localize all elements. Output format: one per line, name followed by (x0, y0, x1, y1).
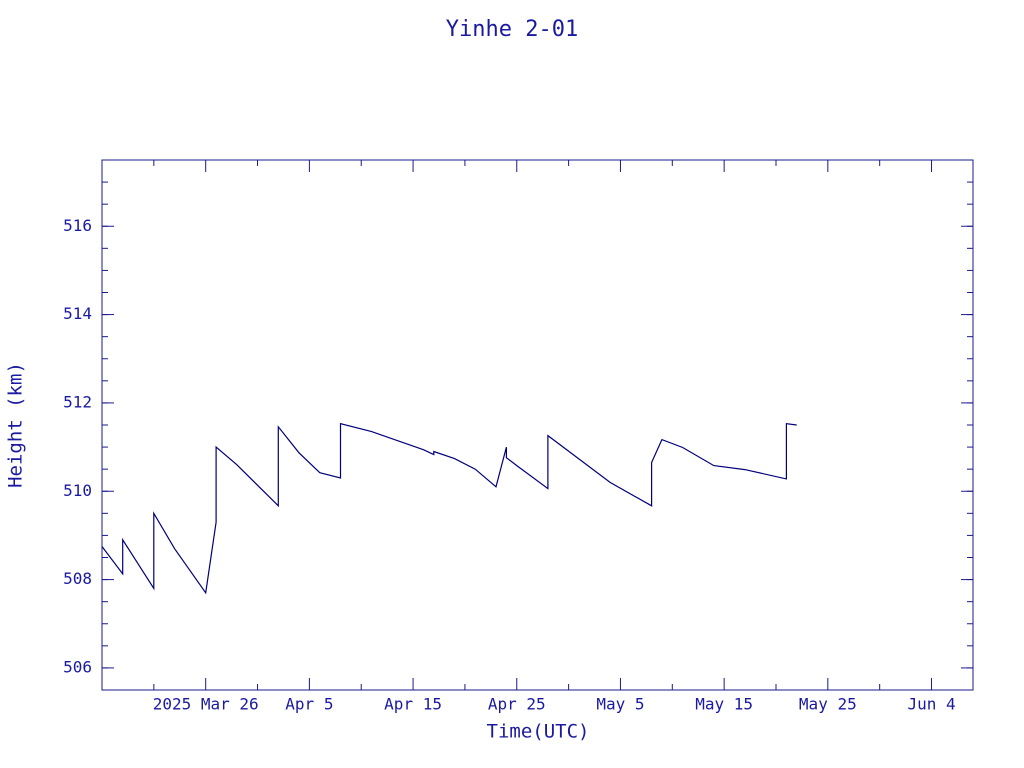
y-tick-label: 506 (63, 657, 92, 676)
data-line (101, 422, 797, 595)
y-tick-label: 514 (63, 304, 92, 323)
x-tick-label: Apr 5 (285, 695, 333, 714)
x-tick-label: May 5 (596, 695, 644, 714)
y-tick-label: 516 (63, 216, 92, 235)
x-tick-label: May 25 (799, 695, 857, 714)
x-tick-label: Apr 25 (488, 695, 546, 714)
y-tick-label: 512 (63, 392, 92, 411)
x-tick-label: May 15 (695, 695, 753, 714)
x-tick-label: Jun 4 (907, 695, 955, 714)
x-tick-label: 2025 Mar 26 (153, 695, 259, 714)
chart-title: Yinhe 2-01 (446, 17, 578, 42)
y-axis-label: Height (km) (5, 362, 27, 488)
y-tick-label: 508 (63, 569, 92, 588)
y-tick-label: 510 (63, 481, 92, 500)
x-axis-label: Time(UTC) (487, 721, 590, 743)
x-tick-label: Apr 15 (384, 695, 442, 714)
plot-frame (101, 159, 974, 691)
